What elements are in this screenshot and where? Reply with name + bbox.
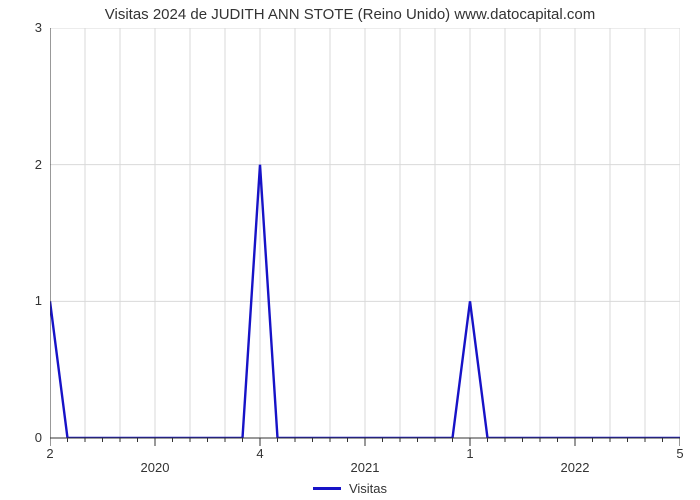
legend-label: Visitas <box>349 481 387 496</box>
y-tick-label: 1 <box>12 293 42 308</box>
chart-title: Visitas 2024 de JUDITH ANN STOTE (Reino … <box>0 6 700 23</box>
x-year-label: 2021 <box>351 460 380 475</box>
axis-svg <box>50 28 680 454</box>
plot-area <box>50 28 680 438</box>
legend: Visitas <box>0 481 700 496</box>
y-tick-label: 2 <box>12 157 42 172</box>
x-year-label: 2022 <box>561 460 590 475</box>
y-tick-label: 3 <box>12 20 42 35</box>
x-year-label: 2020 <box>141 460 170 475</box>
legend-swatch <box>313 487 341 490</box>
y-tick-label: 0 <box>12 430 42 445</box>
chart-container: Visitas 2024 de JUDITH ANN STOTE (Reino … <box>0 0 700 500</box>
